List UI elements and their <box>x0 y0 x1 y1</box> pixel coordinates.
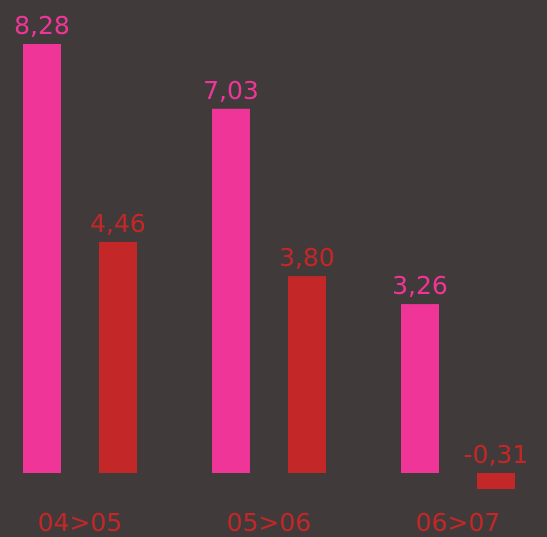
value-label: -0,31 <box>464 440 529 469</box>
value-label: 7,03 <box>203 76 259 105</box>
value-label: 8,28 <box>14 11 70 40</box>
value-label: 3,26 <box>392 271 448 300</box>
bar <box>99 241 137 473</box>
category-label: 04>05 <box>38 508 123 537</box>
bar <box>23 44 61 473</box>
value-label: 3,80 <box>279 243 335 272</box>
value-label: 4,46 <box>90 209 146 238</box>
bar <box>288 276 326 473</box>
bar <box>401 304 439 473</box>
bar <box>212 108 250 473</box>
bar <box>477 473 515 490</box>
category-label: 05>06 <box>227 508 312 537</box>
category-label: 06>07 <box>416 508 501 537</box>
